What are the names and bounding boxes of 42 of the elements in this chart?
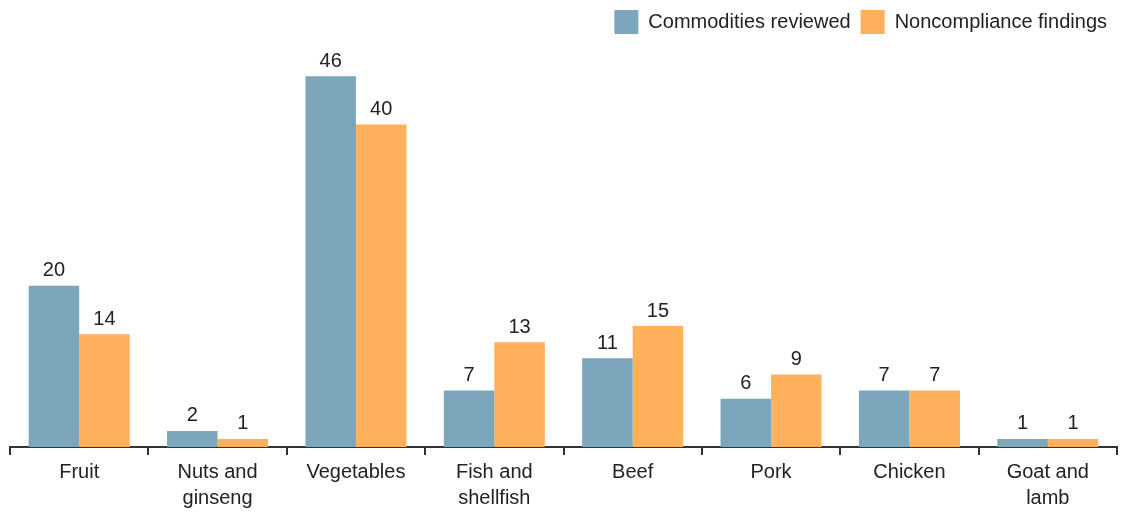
data-label: 1 [1017,411,1029,434]
data-label: 7 [929,363,941,386]
bar [79,334,130,447]
bar [1047,438,1099,447]
bar [909,390,960,447]
x-tick-label: Goat and lamb [1006,459,1089,508]
data-label: 11 [597,330,618,353]
data-label: 46 [319,48,342,71]
bar [355,124,407,447]
data-label: 7 [463,363,475,386]
data-label: 2 [186,403,198,426]
x-tick-label: Chicken [873,459,946,482]
bar [305,76,356,447]
data-label: 15 [646,298,670,321]
bar [217,438,269,447]
data-label: 9 [790,346,802,369]
bar [167,430,218,447]
data-label: 20 [42,258,66,281]
data-label: 1 [1067,411,1079,434]
bar [494,342,545,447]
data-label: 7 [878,363,890,386]
data-label: 6 [740,371,752,394]
x-tick-label: Fish and shellfish [455,459,533,508]
bar [771,374,822,447]
bar [582,358,633,447]
bar [443,390,495,447]
data-label: 14 [93,306,116,329]
bar [632,326,684,447]
legend-label: Commodities reviewed [648,9,851,32]
x-tick-label: Nuts and ginseng [177,459,258,508]
bar [720,398,772,447]
x-tick-label: Pork [750,459,793,482]
data-label: 13 [508,314,531,337]
data-label: 40 [370,97,393,120]
bar [28,285,80,447]
bar [858,390,910,447]
bar [997,438,1048,447]
data-label: 1 [237,411,249,434]
legend-label: Noncompliance findings [894,9,1107,32]
x-tick-label: Vegetables [306,459,406,482]
x-tick-label: Beef [612,459,654,482]
x-tick-label: Fruit [59,459,100,482]
